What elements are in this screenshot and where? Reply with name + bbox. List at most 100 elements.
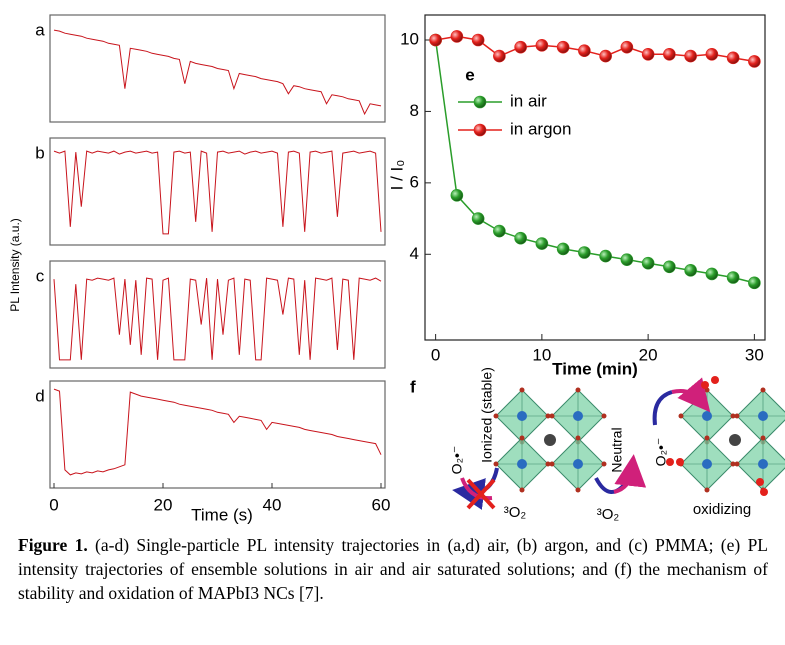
- oxygen-atom: [760, 488, 768, 496]
- trace: [53, 388, 382, 476]
- i-atom: [730, 413, 736, 419]
- marker: [684, 49, 697, 63]
- pb-atom: [758, 459, 768, 469]
- caption: Figure 1. (a-d) Single-particle PL inten…: [18, 533, 768, 605]
- i-atom: [734, 461, 740, 467]
- x-axis-label: Time (min): [552, 359, 638, 378]
- x-tick-label: 0: [49, 495, 58, 514]
- y-axis-label: I / I₀: [387, 160, 406, 191]
- oxygen-atom: [711, 376, 719, 384]
- pb-atom: [573, 459, 583, 469]
- i-atom: [575, 487, 581, 493]
- i-atom: [493, 461, 499, 467]
- ionized-label: Ionized (stable): [479, 367, 495, 463]
- i-atom: [601, 461, 607, 467]
- i-atom: [601, 413, 607, 419]
- arrow-right-pink: [671, 377, 711, 413]
- ma-atom: [729, 434, 741, 446]
- y-tick-label: 10: [400, 29, 419, 48]
- figure: a b c d 0 20 40 60 Time (s) PL Intensity (a.u.) 0 1…: [8, 14, 785, 524]
- panel-frame: [49, 14, 386, 123]
- i-atom: [704, 435, 710, 441]
- i-atom: [760, 435, 766, 441]
- i-atom: [545, 461, 551, 467]
- marker: [705, 267, 719, 281]
- i-atom: [730, 461, 736, 467]
- marker: [641, 256, 655, 270]
- superoxide-right: O₂•⁻: [653, 438, 669, 467]
- cross: [466, 478, 496, 510]
- ma-atom: [544, 434, 556, 446]
- marker: [620, 40, 634, 54]
- triplet-left: ³O₂: [504, 504, 527, 521]
- panel-letter: d: [35, 386, 44, 405]
- oxygen-atom: [666, 458, 674, 466]
- marker: [514, 40, 527, 54]
- panel-frame: [49, 380, 386, 489]
- i-atom: [704, 487, 710, 493]
- marker: [450, 189, 464, 202]
- caption-label: Figure 1.: [18, 535, 88, 555]
- pb-atom: [517, 459, 527, 469]
- i-atom: [678, 413, 684, 419]
- y-tick-label: 4: [410, 244, 419, 263]
- oxygen-atom: [756, 478, 764, 486]
- marker: [705, 47, 719, 61]
- trace: [53, 150, 382, 235]
- marker: [726, 271, 740, 284]
- marker: [471, 212, 485, 225]
- oxidizing-label: oxidizing: [693, 501, 751, 518]
- plot-frame: [424, 14, 766, 341]
- marker: [535, 237, 549, 250]
- y-tick-label: 6: [410, 172, 419, 191]
- arrow-pink: [460, 477, 493, 501]
- x-tick-label: 60: [372, 495, 391, 514]
- i-atom: [493, 413, 499, 419]
- i-atom: [575, 435, 581, 441]
- marker: [471, 33, 485, 47]
- i-atom: [545, 413, 551, 419]
- pb-atom: [702, 459, 712, 469]
- i-atom: [734, 413, 740, 419]
- panel-letter: c: [36, 266, 45, 285]
- marker: [450, 30, 464, 43]
- x-tick-label: 40: [263, 495, 282, 514]
- y-axis-label: PL Intensity (a.u.): [8, 218, 22, 312]
- marker: [726, 51, 740, 65]
- superoxide-left: O₂•⁻: [449, 446, 465, 475]
- trace: [53, 29, 382, 116]
- panel-letter: e: [465, 65, 474, 84]
- pb-atom: [573, 411, 583, 421]
- x-tick-label: 20: [639, 345, 658, 364]
- x-tick-label: 0: [431, 345, 440, 364]
- marker: [556, 40, 570, 54]
- i-atom: [549, 413, 555, 419]
- i-atom: [549, 461, 555, 467]
- marker: [578, 44, 591, 58]
- panel-frame: [49, 260, 386, 369]
- crystal: [493, 387, 607, 493]
- marker: [514, 231, 527, 245]
- legend-label: in argon: [510, 119, 571, 138]
- panel-letter: a: [35, 20, 45, 39]
- y-tick-label: 8: [410, 101, 419, 120]
- x-axis-label: Time (s): [191, 505, 253, 524]
- marker: [493, 49, 506, 63]
- pb-atom: [517, 411, 527, 421]
- i-atom: [575, 387, 581, 393]
- series-line: [434, 39, 755, 284]
- marker: [429, 33, 442, 47]
- trace: [53, 277, 382, 361]
- marker: [663, 47, 676, 61]
- marker: [748, 55, 761, 68]
- oxygen-atom: [676, 458, 684, 466]
- panel-letter: b: [35, 143, 44, 162]
- oxygen-atom: [701, 381, 709, 389]
- marker: [684, 264, 697, 277]
- panel-frame: [49, 137, 386, 246]
- series-line: [435, 35, 755, 63]
- arrow-neutral-pink: [613, 454, 647, 494]
- marker: [493, 224, 506, 238]
- pb-atom: [758, 411, 768, 421]
